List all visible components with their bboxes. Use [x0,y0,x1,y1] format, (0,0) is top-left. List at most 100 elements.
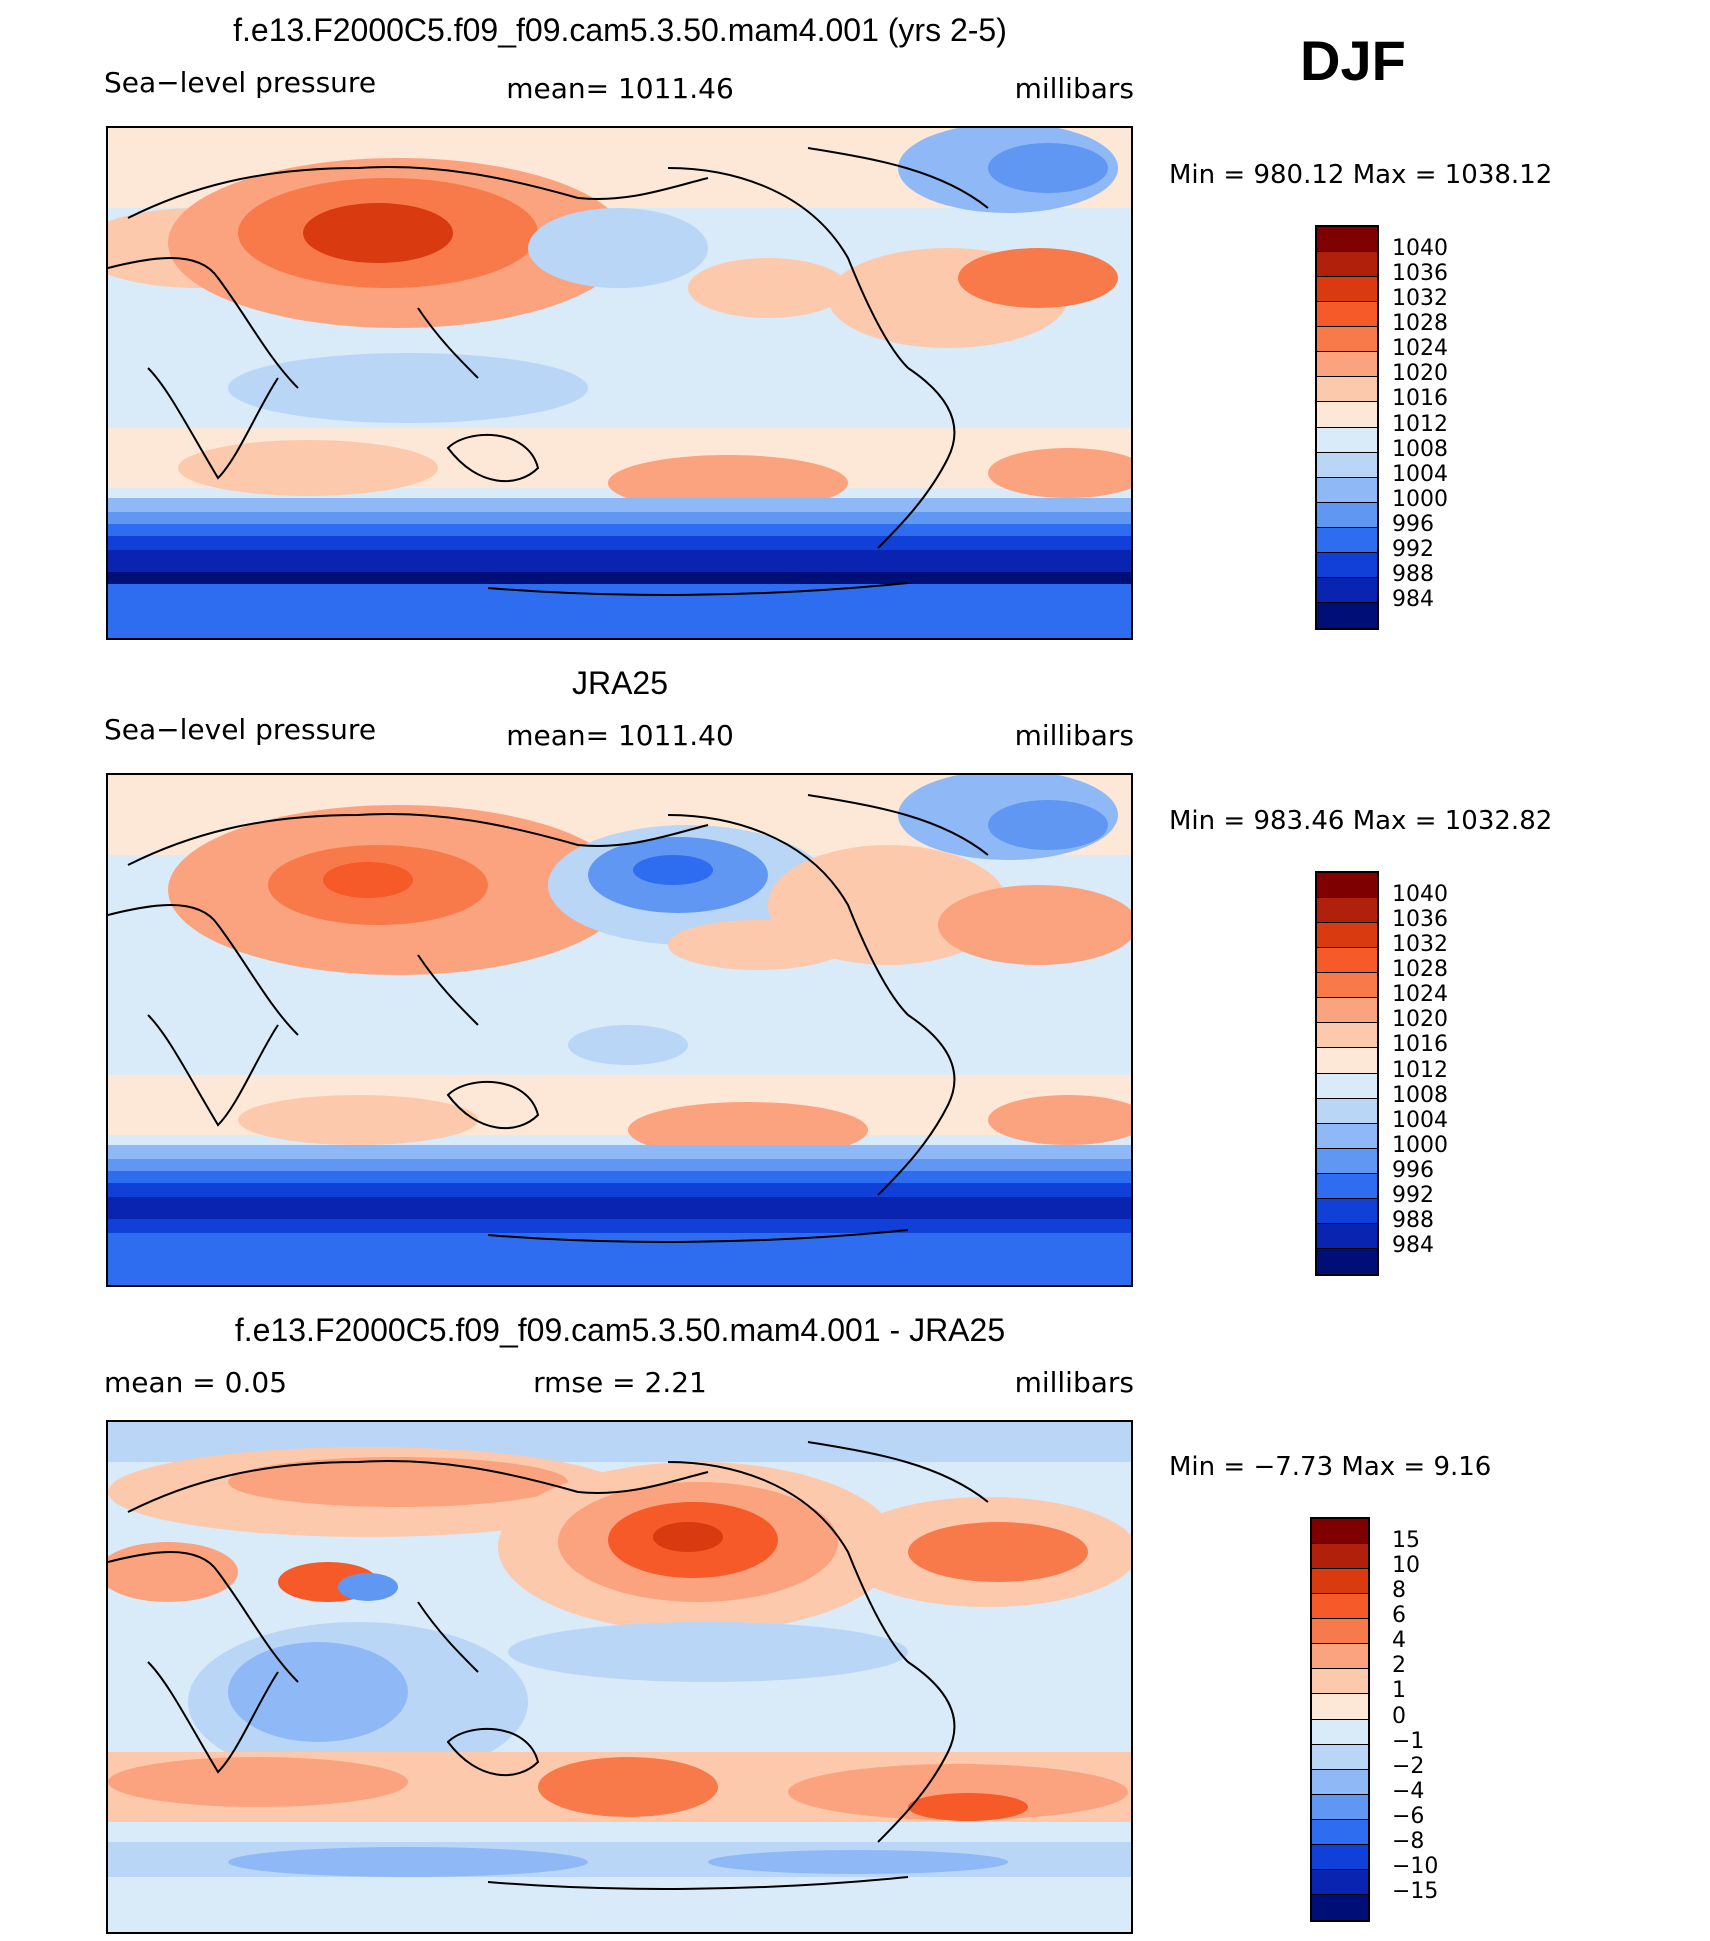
colorbar-box [1317,327,1377,353]
colorbar-box [1317,1198,1377,1224]
colorbar-box [1317,277,1377,303]
panel2-center-label: mean= 1011.40 [506,719,734,752]
colorbar-box [1312,1894,1368,1920]
colorbar-box [1312,1569,1368,1595]
colorbar-label: −15 [1392,1878,1439,1904]
panel1-title: f.e13.F2000C5.f09_f09.cam5.3.50.mam4.001… [233,12,1007,48]
panel2-colorbar [1315,871,1379,1276]
panel2-minmax: Min = 983.46 Max = 1032.82 [1169,806,1553,836]
colorbar-box [1317,1123,1377,1149]
colorbar-label: 996 [1392,1157,1434,1183]
colorbar-label: 1024 [1392,336,1448,362]
colorbar-label: 1012 [1392,1057,1448,1083]
colorbar-box [1317,577,1377,603]
colorbar-label: 4 [1392,1628,1406,1654]
colorbar-label: 1032 [1392,286,1448,312]
colorbar-box [1317,973,1377,999]
panel1-colorbar [1315,225,1379,630]
colorbar-label: 1028 [1392,957,1448,983]
colorbar-label: 0 [1392,1703,1406,1729]
colorbar-label: 1 [1392,1678,1406,1704]
colorbar-box [1317,1223,1377,1249]
panel2-title: JRA25 [571,665,669,701]
colorbar-box [1317,1048,1377,1074]
colorbar-label: 1008 [1392,436,1448,462]
colorbar-label: −8 [1392,1828,1425,1854]
panel1-left-label: Sea−level pressure [104,66,377,99]
panel2-right-label: millibars [1014,719,1134,752]
colorbar-box [1312,1519,1368,1545]
colorbar-box [1312,1644,1368,1670]
colorbar-label: 1012 [1392,411,1448,437]
colorbar-label: 1036 [1392,907,1448,933]
colorbar-box [1317,352,1377,378]
colorbar-label: 8 [1392,1578,1406,1604]
panel2-left-label: Sea−level pressure [104,713,377,746]
colorbar-box [1317,502,1377,528]
colorbar-box [1312,1719,1368,1745]
panel1-center-label: mean= 1011.46 [506,72,734,105]
colorbar-box [1312,1619,1368,1645]
colorbar-box [1312,1744,1368,1770]
panel3-colorbar [1310,1517,1370,1922]
colorbar-label: 1020 [1392,1007,1448,1033]
colorbar-box [1312,1694,1368,1720]
colorbar-box [1312,1869,1368,1895]
colorbar-label: 1036 [1392,261,1448,287]
colorbar-label: 984 [1392,1232,1434,1258]
colorbar-box [1317,923,1377,949]
panel1-map [106,126,1133,640]
colorbar-label: −6 [1392,1803,1425,1829]
colorbar-label: 15 [1392,1528,1420,1554]
colorbar-label: 1020 [1392,361,1448,387]
colorbar-box [1317,1173,1377,1199]
colorbar-label: 1004 [1392,1107,1448,1133]
colorbar-box [1317,873,1377,899]
colorbar-label: −10 [1392,1853,1439,1879]
colorbar-box [1317,1248,1377,1274]
colorbar-label: 1000 [1392,486,1448,512]
colorbar-label: 1016 [1392,386,1448,412]
colorbar-label: 992 [1392,536,1434,562]
panel3-center-label: rmse = 2.21 [533,1366,707,1399]
panel3-right-label: millibars [1014,1366,1134,1399]
panel3-minmax: Min = −7.73 Max = 9.16 [1169,1452,1492,1482]
colorbar-box [1312,1769,1368,1795]
colorbar-box [1317,227,1377,253]
colorbar-label: 1024 [1392,982,1448,1008]
colorbar-box [1317,948,1377,974]
colorbar-box [1312,1844,1368,1870]
colorbar-label: 996 [1392,511,1434,537]
colorbar-box [1317,898,1377,924]
colorbar-label: 1040 [1392,236,1448,262]
colorbar-box [1312,1544,1368,1570]
panel3-map [106,1420,1133,1934]
colorbar-box [1312,1669,1368,1695]
colorbar-label: 988 [1392,1207,1434,1233]
colorbar-box [1312,1594,1368,1620]
colorbar-box [1317,1148,1377,1174]
colorbar-box [1317,477,1377,503]
colorbar-box [1317,452,1377,478]
panel1-right-label: millibars [1014,72,1134,105]
colorbar-box [1317,527,1377,553]
colorbar-box [1317,602,1377,628]
panel2-map [106,773,1133,1287]
colorbar-label: 1016 [1392,1032,1448,1058]
colorbar-label: 1028 [1392,311,1448,337]
colorbar-label: 6 [1392,1603,1406,1629]
colorbar-box [1312,1819,1368,1845]
colorbar-box [1317,1073,1377,1099]
panel1-minmax: Min = 980.12 Max = 1038.12 [1169,160,1553,190]
colorbar-box [1317,252,1377,278]
colorbar-label: 992 [1392,1182,1434,1208]
colorbar-box [1317,402,1377,428]
season-label: DJF [1300,29,1406,92]
colorbar-label: −1 [1392,1728,1425,1754]
colorbar-box [1317,1098,1377,1124]
colorbar-label: 1040 [1392,882,1448,908]
colorbar-label: 2 [1392,1653,1406,1679]
colorbar-box [1312,1794,1368,1820]
colorbar-box [1317,377,1377,403]
colorbar-box [1317,552,1377,578]
